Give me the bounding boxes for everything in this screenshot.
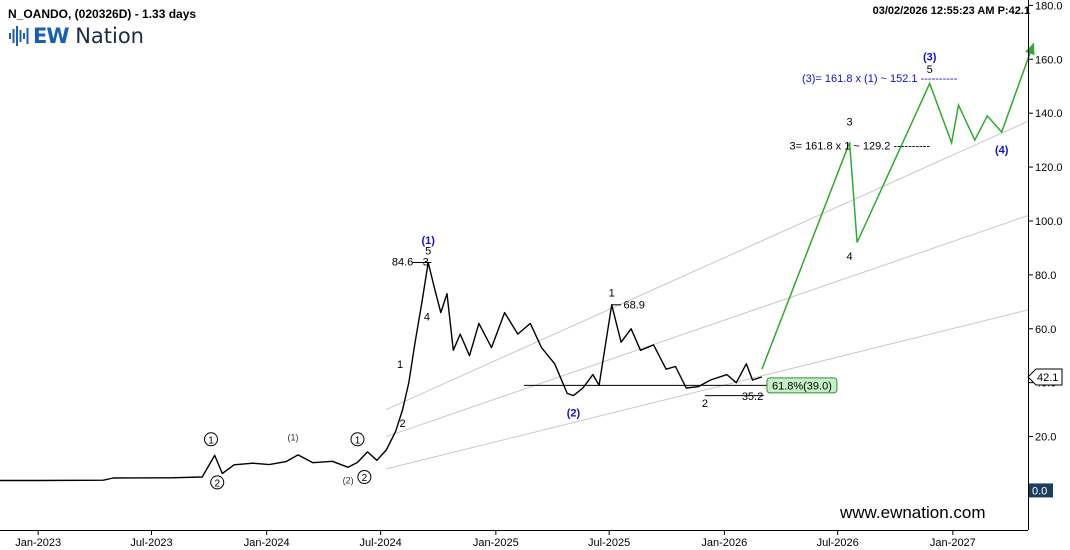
wave-label-6: (2) bbox=[343, 476, 354, 486]
wave-label-17: 2 bbox=[702, 398, 708, 410]
channel-line-1 bbox=[386, 309, 1029, 470]
y-axis: 0.020.040.060.080.0100.0120.0140.0160.01… bbox=[1027, 0, 1063, 530]
y-tick-label-60: 60.0 bbox=[1035, 324, 1056, 336]
wave-label-3: 1 bbox=[355, 435, 361, 446]
y-tick-label-80: 80.0 bbox=[1035, 270, 1056, 282]
channel-line-2 bbox=[386, 215, 1029, 438]
logo-wordmark: EW Nation bbox=[33, 24, 144, 48]
symbol-title: N_OANDO, (020326D) - 1.33 days bbox=[8, 7, 197, 21]
y-tick-label-20: 20.0 bbox=[1035, 432, 1056, 444]
wave-label-4: 2 bbox=[362, 473, 368, 484]
wave-label-10: 4 bbox=[424, 312, 430, 324]
wave-label-2: 2 bbox=[214, 478, 220, 489]
wave-label-21: 3 bbox=[847, 116, 853, 128]
ew-nation-logo: EW Nation bbox=[8, 24, 144, 48]
wave-labels: 1212(1)(2)12345(1)84.6(2)168.9235.261.8%… bbox=[203, 52, 1009, 490]
current-price-label: 42.1 bbox=[1037, 372, 1058, 384]
logo-nation: Nation bbox=[68, 24, 144, 48]
wave-label-16: 68.9 bbox=[623, 300, 644, 312]
x-tick-label-2025-01-01: Jan-2025 bbox=[473, 537, 519, 549]
zero-price-marker bbox=[1029, 483, 1053, 498]
wave-label-1: 1 bbox=[208, 435, 214, 446]
channel-lines bbox=[386, 120, 1029, 470]
x-tick-label-2025-07-01: Jul-2025 bbox=[588, 537, 630, 549]
projection-arrowhead bbox=[1025, 43, 1035, 56]
wave-label-8: 2 bbox=[399, 418, 405, 430]
y-tick-label-180: 180.0 bbox=[1035, 0, 1063, 12]
zero-price-label: 0.0 bbox=[1032, 485, 1047, 497]
x-tick-label-2026-07-01: Jul-2026 bbox=[817, 537, 859, 549]
wave-label-19: 61.8%(39.0) bbox=[772, 380, 832, 392]
wave-label-5: (1) bbox=[287, 433, 298, 443]
wave-label-19-box bbox=[766, 377, 838, 394]
x-axis: Jan-2023 Jul-2023 Jan-2024 Jul-2024 Jan-2025… bbox=[0, 530, 1028, 549]
x-tick-label-2026-01-01: Jan-2026 bbox=[701, 537, 747, 549]
x-tick-label-2023-07-01: Jul-2023 bbox=[130, 537, 172, 549]
channel-line-3 bbox=[386, 120, 1029, 411]
x-tick-label-2027-01-01: Jan-2027 bbox=[930, 537, 976, 549]
wave-label-26: (4) bbox=[995, 145, 1009, 157]
series-layer bbox=[0, 42, 1035, 482]
wave-label-25: (3) bbox=[923, 52, 937, 64]
wave-label-23: (3)= 161.8 x (1) ~ 152.1 ---------- bbox=[802, 73, 958, 85]
wave-label-11: 5 bbox=[425, 246, 431, 258]
current-price-marker bbox=[1027, 368, 1063, 386]
projection-path bbox=[761, 42, 1035, 370]
wave-label-4-ring bbox=[357, 470, 372, 485]
timestamp-price: 03/02/2026 12:55:23 AM P:42.1 bbox=[872, 5, 1030, 17]
soundwave-logo-icon bbox=[9, 26, 29, 46]
y-tick-label-160: 160.0 bbox=[1035, 54, 1063, 66]
wave-label-20: 3= 161.8 x 1 ~ 129.2 ---------- bbox=[789, 141, 930, 153]
wave-label-22: 4 bbox=[847, 251, 853, 263]
wave-label-13: 84.6 bbox=[392, 256, 413, 268]
wave-label-14: (2) bbox=[567, 407, 581, 419]
y-tick-label-100: 100.0 bbox=[1035, 216, 1063, 228]
wave-label-7: 1 bbox=[397, 359, 403, 371]
wave-label-9: 3 bbox=[423, 256, 429, 268]
x-tick-label-2023-01-01: Jan-2023 bbox=[15, 537, 61, 549]
wave-label-12: (1) bbox=[422, 235, 436, 247]
wave-label-24: 5 bbox=[927, 64, 933, 76]
wave-label-15: 1 bbox=[609, 287, 615, 299]
wave-label-3-ring bbox=[350, 432, 365, 447]
logo-ew: EW bbox=[33, 24, 70, 48]
y-tick-label-140: 140.0 bbox=[1035, 108, 1063, 120]
horizontal-levels bbox=[411, 261, 767, 397]
y-tick-label-120: 120.0 bbox=[1035, 162, 1063, 174]
x-tick-label-2024-07-01: Jul-2024 bbox=[360, 537, 402, 549]
wave-label-18: 35.2 bbox=[742, 391, 763, 403]
x-tick-label-2024-01-01: Jan-2024 bbox=[244, 537, 290, 549]
wave-label-1-ring bbox=[203, 432, 218, 447]
price-line bbox=[0, 261, 763, 482]
wave-label-2-ring bbox=[210, 475, 225, 490]
watermark-url: www.ewnation.com bbox=[840, 503, 986, 522]
